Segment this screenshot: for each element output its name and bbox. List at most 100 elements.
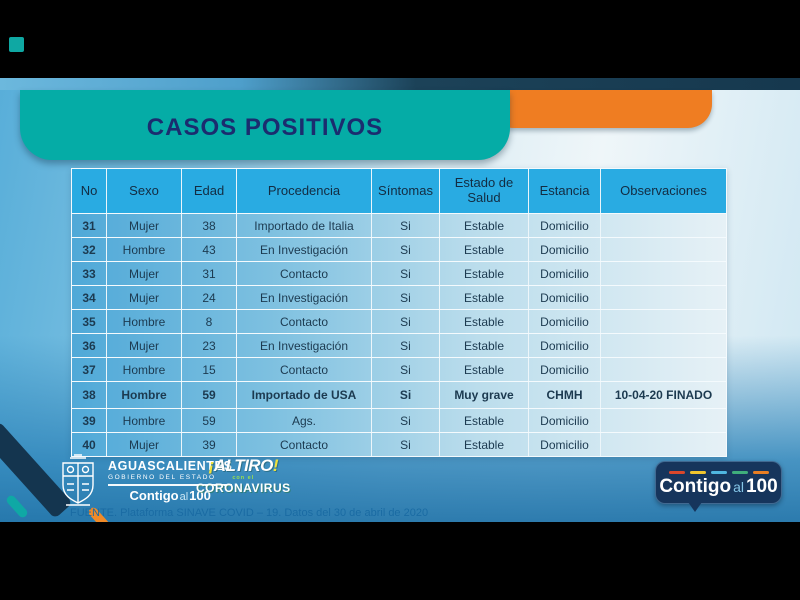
- table-cell: Si: [371, 334, 439, 357]
- column-header: Procedencia: [236, 169, 371, 213]
- altiro-open-exclamation: ¡: [208, 456, 215, 475]
- column-header: Estado de Salud: [439, 169, 528, 213]
- table-cell: 59: [181, 382, 236, 408]
- table-cell: Hombre: [106, 310, 181, 333]
- teal-diagonal-accent: [4, 493, 30, 520]
- table-row: 33 Mujer 31 Contacto Si Estable Domicilio: [72, 261, 726, 285]
- table-cell: Estable: [439, 262, 528, 285]
- altiro-word: ALTIRO: [213, 456, 274, 475]
- table-cell: Estable: [439, 433, 528, 456]
- top-accent-strip: [0, 78, 800, 90]
- column-header: Sexo: [106, 169, 181, 213]
- table-cell: Importado de USA: [236, 382, 371, 408]
- table-cell: 15: [181, 358, 236, 381]
- table-row: 38 Hombre 59 Importado de USA Si Muy grave CHM…: [72, 381, 726, 408]
- table-cell: Estable: [439, 286, 528, 309]
- table-cell: Contacto: [236, 262, 371, 285]
- slide-background: CASOS POSITIVOS No Sexo Edad Procedencia Sín…: [0, 78, 800, 522]
- table-cell: 35: [82, 314, 96, 329]
- table-cell: Domicilio: [528, 334, 600, 357]
- table-cell: 32: [82, 242, 96, 257]
- table-body: 31 Mujer 38 Importado de Italia Si Estable Dom…: [72, 213, 726, 456]
- gov-slogan-label: Contigoal100: [108, 488, 232, 503]
- table-cell: Contacto: [236, 358, 371, 381]
- table-cell: Ags.: [236, 409, 371, 432]
- contigo-al-100-badge: Contigo al 100: [655, 461, 782, 512]
- table-cell: 37: [82, 362, 96, 377]
- table-cell: Contacto: [236, 433, 371, 456]
- page-title: CASOS POSITIVOS: [146, 114, 384, 141]
- table-header-row: No Sexo Edad Procedencia Síntomas Estado de S…: [72, 169, 726, 213]
- table-row: 35 Hombre 8 Contacto Si Estable Domicilio: [72, 309, 726, 333]
- altiro-middle-text: con el: [232, 475, 255, 481]
- title-banner: CASOS POSITIVOS: [20, 90, 510, 160]
- table-cell: Si: [371, 262, 439, 285]
- badge-contigo: Contigo: [659, 476, 732, 498]
- table-cell: Estable: [439, 358, 528, 381]
- table-cell: En Investigación: [236, 238, 371, 261]
- table-cell: Mujer: [106, 262, 181, 285]
- table-cell: Estable: [439, 214, 528, 237]
- letterbox-bottom: [0, 522, 800, 600]
- altiro-close-exclamation: !: [272, 456, 279, 475]
- table-cell: Mujer: [106, 286, 181, 309]
- table-cell: En Investigación: [236, 334, 371, 357]
- table-cell: Estable: [439, 238, 528, 261]
- table-cell: [600, 262, 726, 285]
- table-cell: 10-04-20 FINADO: [600, 382, 726, 408]
- table-cell: Si: [371, 433, 439, 456]
- table-cell: Si: [371, 310, 439, 333]
- teal-accent-square: [9, 37, 24, 52]
- badge-color-dashes: [668, 470, 769, 475]
- cases-table: No Sexo Edad Procedencia Síntomas Estado de S…: [71, 168, 727, 457]
- table-cell: Domicilio: [528, 310, 600, 333]
- table-cell: Mujer: [106, 334, 181, 357]
- table-row: 40 Mujer 39 Contacto Si Estable Domicilio: [72, 432, 726, 456]
- table-cell: Hombre: [106, 358, 181, 381]
- table-cell: En Investigación: [236, 286, 371, 309]
- table-cell: Mujer: [106, 433, 181, 456]
- gov-slogan-100: 100: [189, 488, 211, 503]
- table-cell: Hombre: [106, 382, 181, 408]
- table-cell: [600, 286, 726, 309]
- table-cell: Domicilio: [528, 286, 600, 309]
- table-cell: 40: [82, 437, 96, 452]
- column-header: Síntomas: [371, 169, 439, 213]
- table-cell: 38: [82, 388, 96, 402]
- altiro-subtitle: CORONAVIRUS: [196, 481, 291, 495]
- badge-al: al: [733, 479, 744, 496]
- table-cell: Contacto: [236, 310, 371, 333]
- altiro-title: ¡ALTIRO!: [196, 456, 291, 476]
- table-cell: Domicilio: [528, 238, 600, 261]
- table-cell: Domicilio: [528, 409, 600, 432]
- table-cell: [600, 358, 726, 381]
- table-cell: 39: [82, 413, 96, 428]
- badge-dash: [710, 470, 727, 475]
- table-cell: 43: [181, 238, 236, 261]
- table-cell: Muy grave: [439, 382, 528, 408]
- table-cell: 24: [181, 286, 236, 309]
- column-header: No: [80, 182, 98, 198]
- gov-slogan-contigo: Contigo: [129, 488, 179, 503]
- badge-dash: [689, 470, 706, 475]
- table-cell: Importado de Italia: [236, 214, 371, 237]
- table-cell: Mujer: [106, 214, 181, 237]
- altiro-campaign-logo: ¡ALTIRO! con el CORONAVIRUS: [196, 456, 291, 495]
- table-cell: [600, 433, 726, 456]
- table-row: 32 Hombre 43 En Investigación Si Estable Domic…: [72, 237, 726, 261]
- table-cell: 39: [181, 433, 236, 456]
- table-cell: 33: [82, 266, 96, 281]
- table-cell: [600, 409, 726, 432]
- gov-slogan-al: al: [179, 491, 189, 503]
- table-cell: Estable: [439, 334, 528, 357]
- table-cell: Hombre: [106, 409, 181, 432]
- table-row: 39 Hombre 59 Ags. Si Estable Domicilio: [72, 408, 726, 432]
- gov-subtitle-label: GOBIERNO DEL ESTADO: [108, 474, 216, 481]
- coat-of-arms-icon: [62, 454, 94, 506]
- government-logo: AGUASCALIENTES GOBIERNO DEL ESTADO Conti…: [56, 454, 233, 508]
- gov-divider: [108, 484, 233, 486]
- badge-number: 100: [745, 476, 778, 498]
- table-cell: Si: [371, 382, 439, 408]
- table-row: 34 Mujer 24 En Investigación Si Estable Domici…: [72, 285, 726, 309]
